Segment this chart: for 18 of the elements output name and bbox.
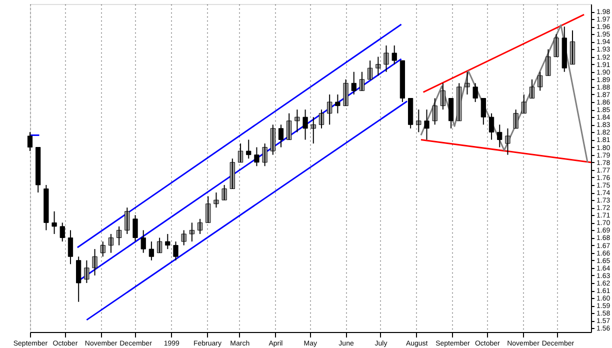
candlestick (84, 260, 90, 284)
candlestick (60, 222, 65, 242)
candlestick (222, 184, 227, 201)
candlestick (472, 82, 478, 103)
candlestick (214, 192, 219, 208)
candlestick (376, 56, 381, 76)
candlestick (335, 94, 340, 114)
candlestick (52, 210, 57, 234)
candlestick (181, 230, 186, 246)
candlestick (165, 233, 170, 250)
candlestick (416, 109, 422, 133)
candlestick (392, 44, 397, 65)
candlestick (505, 128, 510, 156)
candlestick (384, 44, 389, 72)
candlestick (464, 71, 470, 95)
candlestick (140, 230, 146, 254)
candlestick (173, 241, 178, 261)
candlestick (246, 139, 252, 160)
